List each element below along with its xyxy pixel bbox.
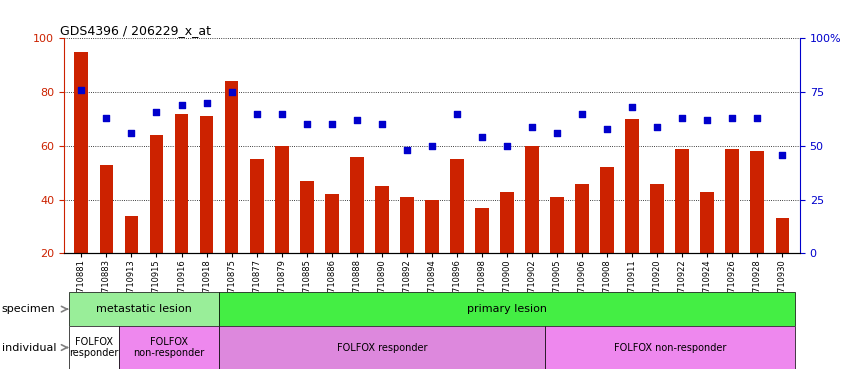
Bar — [545, 326, 795, 369]
Bar — [69, 326, 119, 369]
Point — [676, 115, 689, 121]
Point — [200, 100, 214, 106]
Bar — [500, 192, 514, 253]
Point — [450, 111, 464, 117]
Point — [751, 115, 764, 121]
Bar — [475, 208, 488, 253]
Bar — [375, 186, 389, 253]
Bar — [751, 151, 764, 253]
Bar — [100, 165, 113, 253]
Bar — [551, 197, 564, 253]
Point — [174, 102, 188, 108]
Point — [300, 121, 313, 127]
Bar — [650, 184, 664, 253]
Text: specimen: specimen — [2, 304, 55, 314]
Point — [225, 89, 238, 95]
Text: metastatic lesion: metastatic lesion — [96, 304, 191, 314]
Text: GDS4396 / 206229_x_at: GDS4396 / 206229_x_at — [60, 24, 211, 37]
Point — [726, 115, 740, 121]
Point — [600, 126, 614, 132]
Bar — [575, 184, 589, 253]
Bar — [425, 200, 439, 253]
Point — [375, 121, 389, 127]
Bar — [625, 119, 639, 253]
Text: FOLFOX
non-responder: FOLFOX non-responder — [134, 337, 204, 358]
Bar — [400, 197, 414, 253]
Bar — [450, 159, 464, 253]
Point — [325, 121, 339, 127]
Bar — [75, 52, 89, 253]
Text: individual: individual — [2, 343, 56, 353]
Point — [475, 134, 488, 141]
Point — [500, 143, 514, 149]
Bar — [225, 81, 238, 253]
Point — [525, 124, 539, 130]
Text: FOLFOX
responder: FOLFOX responder — [69, 337, 118, 358]
Bar — [700, 192, 714, 253]
Bar — [325, 194, 339, 253]
Point — [700, 117, 714, 123]
Bar — [775, 218, 789, 253]
Point — [575, 111, 589, 117]
Bar — [725, 149, 740, 253]
Bar — [69, 292, 219, 326]
Bar — [249, 159, 264, 253]
Point — [75, 87, 89, 93]
Point — [124, 130, 138, 136]
Bar — [676, 149, 689, 253]
Bar — [200, 116, 214, 253]
Point — [425, 143, 438, 149]
Bar — [119, 326, 219, 369]
Bar — [150, 135, 163, 253]
Bar — [219, 292, 795, 326]
Bar — [525, 146, 539, 253]
Bar — [124, 216, 139, 253]
Text: FOLFOX responder: FOLFOX responder — [336, 343, 427, 353]
Bar — [600, 167, 614, 253]
Bar — [350, 157, 363, 253]
Point — [650, 124, 664, 130]
Text: primary lesion: primary lesion — [467, 304, 547, 314]
Text: FOLFOX non-responder: FOLFOX non-responder — [614, 343, 726, 353]
Point — [551, 130, 564, 136]
Point — [275, 111, 288, 117]
Bar — [300, 181, 313, 253]
Point — [250, 111, 264, 117]
Point — [150, 108, 163, 114]
Point — [100, 115, 113, 121]
Point — [775, 151, 789, 157]
Point — [400, 147, 414, 153]
Point — [350, 117, 363, 123]
Bar — [275, 146, 288, 253]
Bar — [174, 114, 188, 253]
Bar — [219, 326, 545, 369]
Point — [625, 104, 639, 110]
